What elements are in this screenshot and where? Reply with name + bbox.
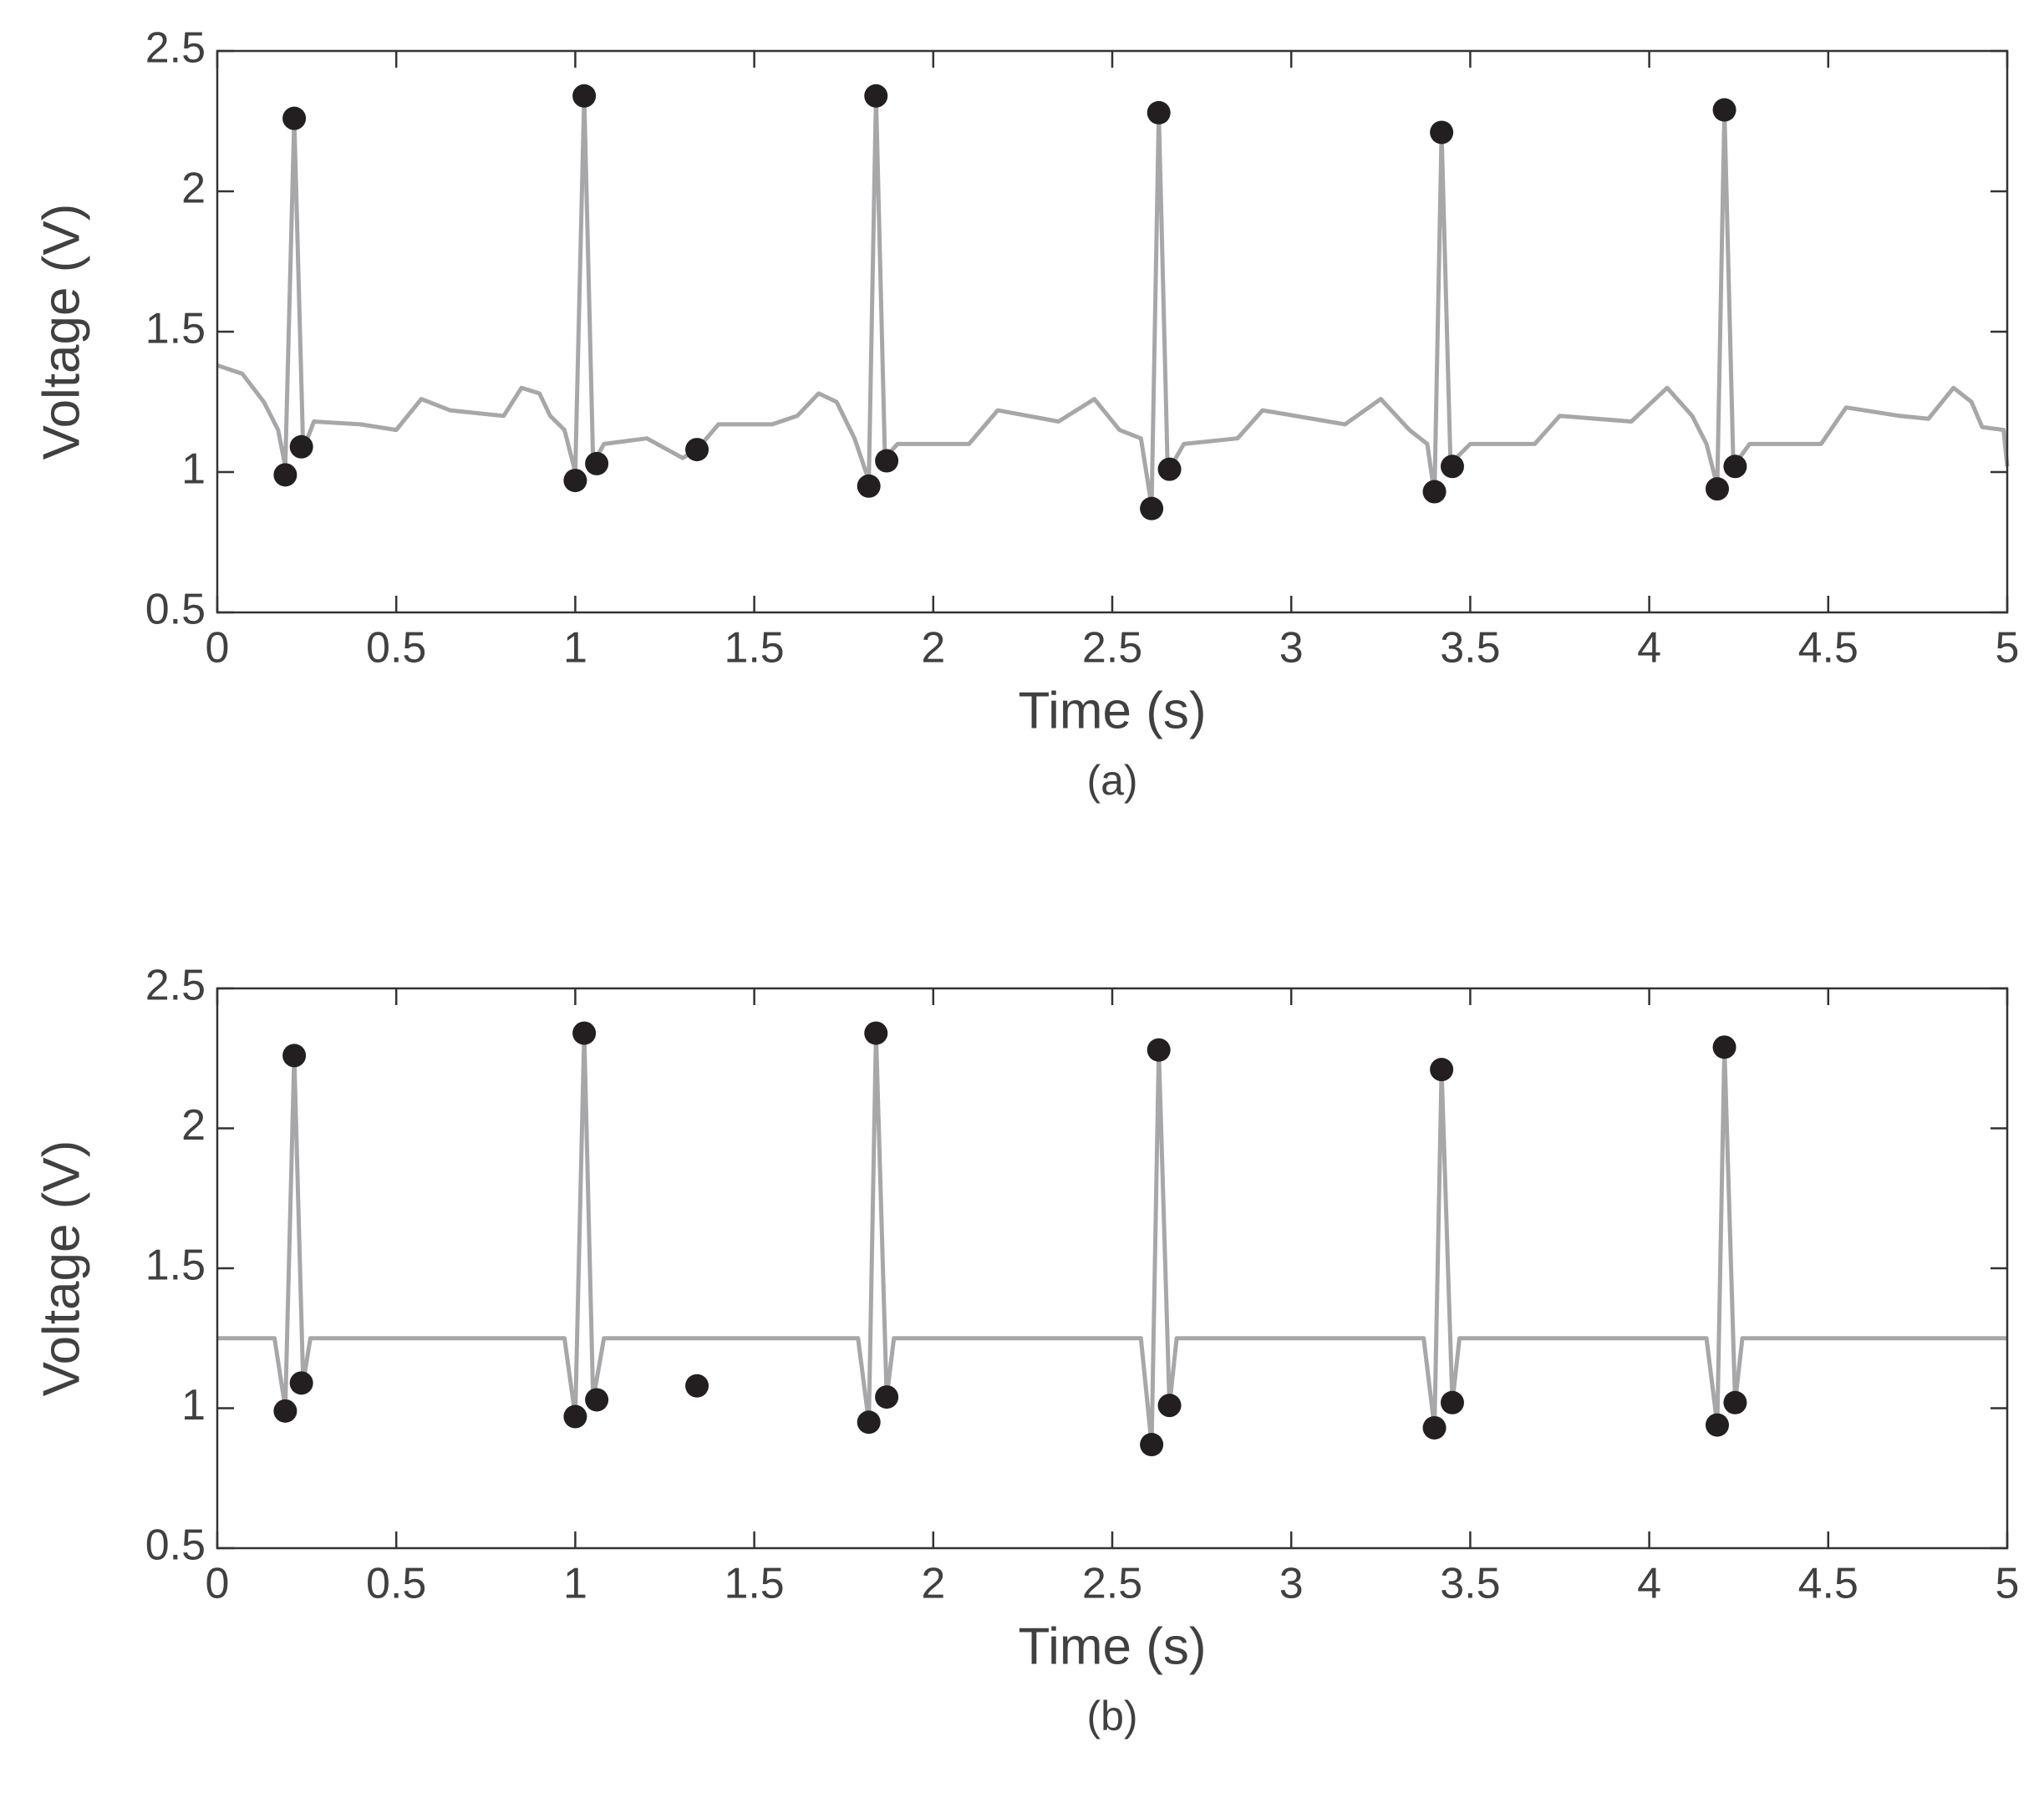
point	[864, 1021, 888, 1045]
x-tick-label: 0.5	[366, 1560, 426, 1608]
x-tick-label: 2.5	[1082, 624, 1142, 673]
point	[1147, 1038, 1171, 1062]
x-tick-label: 2	[921, 624, 945, 673]
y-tick-label: 1	[181, 445, 206, 494]
x-tick-label: 1.5	[724, 1560, 784, 1608]
point	[1430, 120, 1454, 145]
x-tick-label: 5	[1996, 1560, 2020, 1608]
point	[282, 106, 307, 130]
x-tick-label: 3	[1279, 624, 1304, 673]
point	[1440, 455, 1464, 479]
point	[1422, 480, 1447, 504]
point	[289, 1371, 313, 1395]
x-tick-label: 1	[563, 624, 587, 673]
y-tick-label: 0.5	[145, 1521, 206, 1570]
point	[857, 1410, 881, 1435]
point	[585, 1388, 609, 1412]
caption: (b)	[1086, 1693, 1137, 1739]
x-tick-label: 4.5	[1798, 1560, 1858, 1608]
y-tick-label: 2.5	[145, 24, 206, 73]
x-tick-label: 4.5	[1798, 624, 1858, 673]
point	[1712, 98, 1736, 122]
x-tick-label: 3	[1279, 1560, 1304, 1608]
plot-frame	[216, 49, 2009, 614]
point	[1422, 1415, 1447, 1440]
line	[216, 94, 2010, 508]
point	[1712, 1035, 1736, 1059]
point	[1430, 1058, 1454, 1082]
x-tick-label: 3.5	[1440, 624, 1500, 673]
y-tick-label: 0.5	[145, 586, 206, 634]
y-tick-label: 1	[181, 1381, 206, 1430]
y-axis-label: Voltage (V)	[33, 204, 90, 460]
x-tick-label: 1.5	[724, 624, 784, 673]
x-tick-label: 2.5	[1082, 1560, 1142, 1608]
line	[217, 1031, 2007, 1447]
y-tick-label: 2.5	[145, 962, 206, 1010]
point	[1157, 1394, 1182, 1418]
x-tick-label: 1	[563, 1560, 587, 1608]
y-axis-label: Voltage (V)	[33, 1140, 90, 1397]
x-tick-label: 0.5	[366, 624, 426, 673]
point	[1140, 496, 1164, 521]
point	[857, 474, 881, 498]
point	[585, 451, 609, 475]
point	[1147, 100, 1171, 124]
point	[282, 1044, 307, 1068]
x-tick-label: 0	[206, 624, 230, 673]
point	[273, 1399, 297, 1423]
point	[563, 469, 587, 493]
point	[1705, 1413, 1729, 1437]
x-tick-label: 0	[206, 1560, 230, 1608]
plot-frame	[216, 987, 2009, 1550]
point	[289, 434, 313, 459]
point	[1140, 1433, 1164, 1457]
point	[1705, 477, 1729, 501]
point	[685, 1374, 709, 1398]
point	[1157, 457, 1182, 481]
x-tick-label: 3.5	[1440, 1560, 1500, 1608]
x-tick-label: 2	[921, 1560, 945, 1608]
point	[875, 449, 899, 473]
point	[875, 1385, 899, 1409]
x-tick-label: 4	[1637, 624, 1661, 673]
x-axis-label: Time (s)	[1019, 1618, 1207, 1675]
y-tick-label: 1.5	[145, 1242, 206, 1290]
point	[1723, 1390, 1747, 1414]
point	[572, 84, 597, 108]
point	[273, 463, 297, 487]
x-tick-label: 4	[1637, 1560, 1661, 1608]
point	[1723, 455, 1747, 479]
y-tick-label: 2	[181, 165, 206, 213]
y-tick-label: 2	[181, 1101, 206, 1150]
point	[864, 84, 888, 108]
x-axis-label: Time (s)	[1019, 682, 1207, 739]
point	[685, 438, 709, 462]
y-tick-label: 1.5	[145, 305, 206, 353]
x-tick-label: 5	[1996, 624, 2020, 673]
caption: (a)	[1086, 757, 1137, 804]
point	[572, 1021, 597, 1045]
point	[563, 1404, 587, 1429]
point	[1440, 1390, 1464, 1414]
